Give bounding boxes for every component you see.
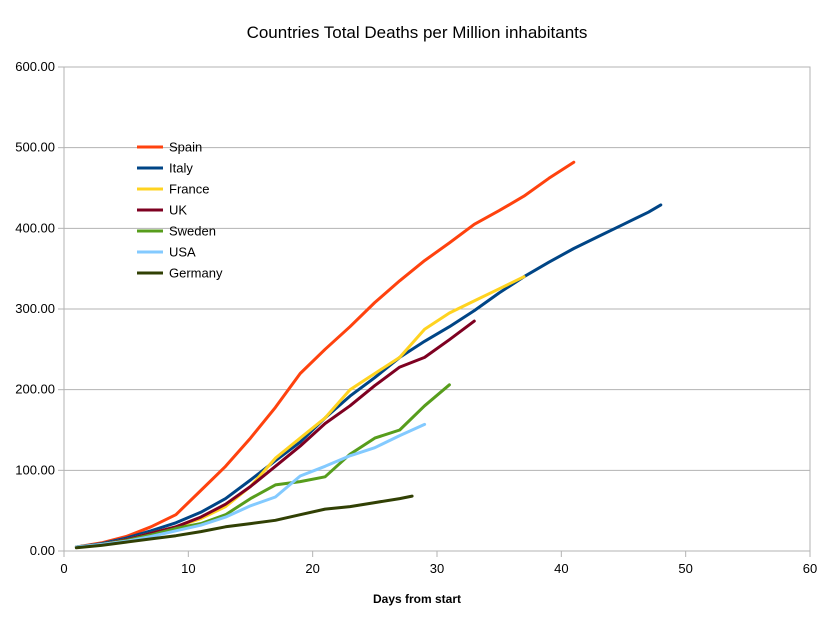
x-tick-label: 20 bbox=[305, 561, 319, 576]
series-line-spain bbox=[74, 160, 576, 549]
y-tick-label: 400.00 bbox=[15, 220, 55, 235]
legend-label: Sweden bbox=[169, 224, 216, 239]
legend: Spain Italy France UK Sweden USA Germany bbox=[137, 140, 223, 281]
x-tick-label: 10 bbox=[181, 561, 195, 576]
x-tick-label: 40 bbox=[554, 561, 568, 576]
series-line-france bbox=[74, 275, 526, 549]
x-axis-title: Days from start bbox=[373, 592, 461, 606]
series-lines bbox=[74, 160, 663, 550]
legend-label: UK bbox=[169, 203, 187, 218]
x-tick-label: 50 bbox=[678, 561, 692, 576]
x-axis: 0 10 20 30 40 50 60 bbox=[60, 551, 817, 576]
series-line-uk bbox=[74, 319, 476, 549]
legend-label: USA bbox=[169, 245, 196, 260]
y-tick-label: 500.00 bbox=[15, 140, 55, 155]
legend-label: France bbox=[169, 182, 209, 197]
x-tick-label: 30 bbox=[430, 561, 444, 576]
legend-label: Germany bbox=[169, 266, 223, 281]
legend-label: Italy bbox=[169, 161, 193, 176]
series-line-germany bbox=[74, 494, 414, 550]
x-tick-label: 0 bbox=[60, 561, 67, 576]
y-tick-label: 200.00 bbox=[15, 382, 55, 397]
x-tick-label: 60 bbox=[803, 561, 817, 576]
chart-title: Countries Total Deaths per Million inhab… bbox=[247, 23, 588, 42]
y-tick-label: 100.00 bbox=[15, 462, 55, 477]
legend-label: Spain bbox=[169, 140, 202, 155]
series-line-italy bbox=[74, 203, 663, 549]
y-tick-label: 600.00 bbox=[15, 59, 55, 74]
y-tick-label: 300.00 bbox=[15, 301, 55, 316]
y-tick-label: 0.00 bbox=[30, 543, 55, 558]
y-axis: 0.00 100.00 200.00 300.00 400.00 500.00 600.00 bbox=[15, 59, 64, 558]
